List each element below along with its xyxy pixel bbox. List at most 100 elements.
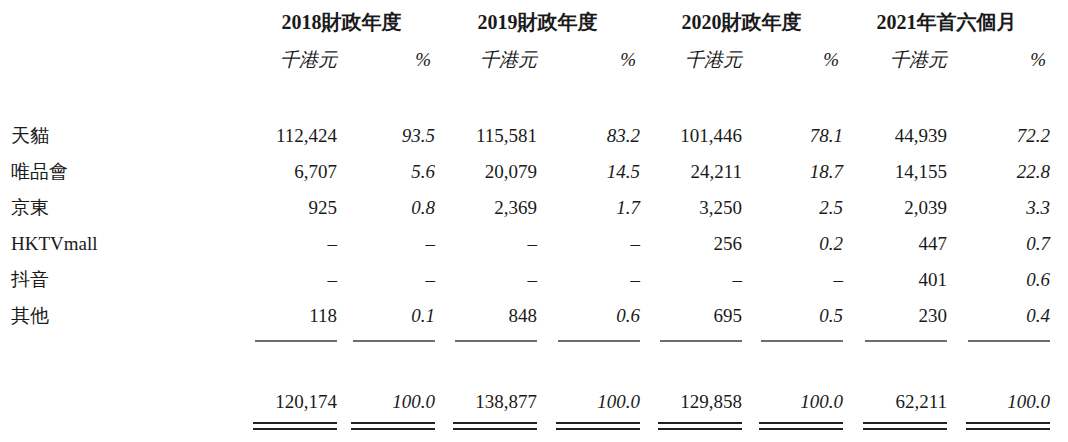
- percent-header-2021: %: [947, 38, 1050, 74]
- unit-header-2021: 千港元: [843, 38, 947, 74]
- total-percent: 100.0: [742, 386, 843, 418]
- unit-header-2020: 千港元: [640, 38, 742, 74]
- cell-amount: 925: [248, 190, 337, 226]
- cell-percent: 0.5: [742, 298, 843, 334]
- table-row-hktvmall: HKTVmall – – – – 256 0.2 447 0.7: [0, 226, 1050, 262]
- unit-header-2019: 千港元: [435, 38, 537, 74]
- year-header-2020: 2020財政年度: [640, 0, 843, 38]
- table-row-others: 其他 118 0.1 848 0.6 695 0.5 230 0.4: [0, 298, 1050, 334]
- cell-amount: –: [435, 226, 537, 262]
- cell-percent: 0.2: [742, 226, 843, 262]
- cell-amount: 2,039: [843, 190, 947, 226]
- unit-header-row: 千港元 % 千港元 % 千港元 % 千港元 %: [0, 38, 1050, 74]
- single-rule: [537, 334, 640, 346]
- double-rule: [337, 418, 435, 432]
- double-rule: [248, 418, 337, 432]
- total-percent: 100.0: [537, 386, 640, 418]
- table-row-douyin: 抖音 – – – – – – 401 0.6: [0, 262, 1050, 298]
- single-rule: [640, 334, 742, 346]
- cell-amount: 256: [640, 226, 742, 262]
- total-amount: 62,211: [843, 386, 947, 418]
- single-rule: [947, 334, 1050, 346]
- cell-percent: 18.7: [742, 154, 843, 190]
- single-rule: [435, 334, 537, 346]
- spacer-row: [0, 346, 1050, 386]
- cell-amount: 401: [843, 262, 947, 298]
- cell-amount: 848: [435, 298, 537, 334]
- revenue-by-platform-table: 2018財政年度 2019財政年度 2020財政年度 2021年首六個月 千港元…: [0, 0, 1050, 432]
- cell-percent: 83.2: [537, 118, 640, 154]
- header-spacer: [0, 0, 248, 38]
- row-label: 唯品會: [0, 154, 248, 190]
- financial-table-page: 2018財政年度 2019財政年度 2020財政年度 2021年首六個月 千港元…: [0, 0, 1068, 442]
- cell-amount: 447: [843, 226, 947, 262]
- row-label: HKTVmall: [0, 226, 248, 262]
- cell-amount: –: [435, 262, 537, 298]
- double-rule: [742, 418, 843, 432]
- cell-amount: 115,581: [435, 118, 537, 154]
- total-amount: 120,174: [248, 386, 337, 418]
- percent-header-2020: %: [742, 38, 843, 74]
- year-header-row: 2018財政年度 2019財政年度 2020財政年度 2021年首六個月: [0, 0, 1050, 38]
- cell-amount: 20,079: [435, 154, 537, 190]
- cell-percent: 93.5: [337, 118, 435, 154]
- table-row-jd: 京東 925 0.8 2,369 1.7 3,250 2.5 2,039 3.3: [0, 190, 1050, 226]
- cell-amount: 24,211: [640, 154, 742, 190]
- total-amount: 129,858: [640, 386, 742, 418]
- cell-percent: –: [742, 262, 843, 298]
- cell-amount: –: [248, 226, 337, 262]
- single-rule: [742, 334, 843, 346]
- cell-percent: 3.3: [947, 190, 1050, 226]
- row-label: 天貓: [0, 118, 248, 154]
- total-amount: 138,877: [435, 386, 537, 418]
- double-rule: [640, 418, 742, 432]
- double-rule: [843, 418, 947, 432]
- cell-percent: 0.6: [947, 262, 1050, 298]
- cell-amount: 3,250: [640, 190, 742, 226]
- cell-amount: 6,707: [248, 154, 337, 190]
- cell-percent: 0.7: [947, 226, 1050, 262]
- single-rule: [337, 334, 435, 346]
- total-percent: 100.0: [947, 386, 1050, 418]
- cell-amount: 14,155: [843, 154, 947, 190]
- subtotal-rule-row: [0, 334, 1050, 346]
- double-rule: [435, 418, 537, 432]
- cell-amount: 112,424: [248, 118, 337, 154]
- cell-percent: 0.4: [947, 298, 1050, 334]
- spacer-row: [0, 74, 1050, 118]
- year-header-2019: 2019財政年度: [435, 0, 640, 38]
- cell-percent: 14.5: [537, 154, 640, 190]
- cell-amount: 695: [640, 298, 742, 334]
- percent-header-2019: %: [537, 38, 640, 74]
- cell-percent: 0.8: [337, 190, 435, 226]
- year-header-2018: 2018財政年度: [248, 0, 435, 38]
- cell-amount: –: [248, 262, 337, 298]
- row-label: 其他: [0, 298, 248, 334]
- cell-percent: 1.7: [537, 190, 640, 226]
- double-rule: [947, 418, 1050, 432]
- unit-header-2018: 千港元: [248, 38, 337, 74]
- cell-percent: 0.1: [337, 298, 435, 334]
- cell-amount: 230: [843, 298, 947, 334]
- cell-percent: 78.1: [742, 118, 843, 154]
- cell-amount: 44,939: [843, 118, 947, 154]
- percent-header-2018: %: [337, 38, 435, 74]
- total-percent: 100.0: [337, 386, 435, 418]
- cell-amount: 118: [248, 298, 337, 334]
- year-header-2021: 2021年首六個月: [843, 0, 1050, 38]
- single-rule: [843, 334, 947, 346]
- table-row-vipshop: 唯品會 6,707 5.6 20,079 14.5 24,211 18.7 14…: [0, 154, 1050, 190]
- cell-amount: –: [640, 262, 742, 298]
- cell-amount: 2,369: [435, 190, 537, 226]
- table-row-total: 120,174 100.0 138,877 100.0 129,858 100.…: [0, 386, 1050, 418]
- cell-percent: 72.2: [947, 118, 1050, 154]
- total-rule-row: [0, 418, 1050, 432]
- cell-percent: 2.5: [742, 190, 843, 226]
- cell-percent: –: [337, 226, 435, 262]
- table-row-tmall: 天貓 112,424 93.5 115,581 83.2 101,446 78.…: [0, 118, 1050, 154]
- cell-percent: 22.8: [947, 154, 1050, 190]
- cell-percent: –: [337, 262, 435, 298]
- row-label: 京東: [0, 190, 248, 226]
- double-rule: [537, 418, 640, 432]
- cell-percent: –: [537, 262, 640, 298]
